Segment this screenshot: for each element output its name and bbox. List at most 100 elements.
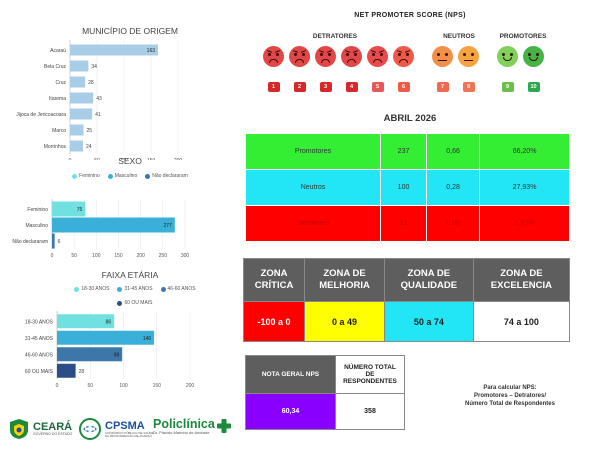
- legend-swatch: [107, 173, 113, 179]
- zones-table: ZONA CRÍTICA ZONA DE MELHORIA ZONA DE QUALIDA…: [242, 258, 571, 342]
- score-tag: 3: [319, 82, 332, 92]
- logo-ceara: CEARÁ GOVERNO DO ESTADO: [8, 418, 72, 440]
- category-label: Masculino: [25, 223, 48, 229]
- formula-line: Promotores – Detratores/: [473, 393, 547, 400]
- legend-swatch: [117, 300, 123, 306]
- bar: [52, 233, 55, 249]
- legend-sexo: Feminino Masculino Não declararam: [40, 173, 220, 179]
- x-tick-label: 150: [153, 383, 162, 389]
- group-label-detratores: DETRATORES: [312, 33, 358, 40]
- score-tag: 2: [293, 82, 306, 92]
- legend-item: 18-30 ANOS: [74, 286, 109, 292]
- x-tick-label: 0: [51, 253, 54, 259]
- legend-faixa: 18-30 ANOS 31-45 ANOS 46-60 ANOS 60 OU MAIS: [60, 286, 210, 306]
- bar: [70, 60, 89, 72]
- chart-title-municipio: MUNICÍPIO DE ORIGEM: [82, 26, 178, 36]
- zones-header-row: ZONA CRÍTICA ZONA DE MELHORIA ZONA DE QUALIDA…: [242, 258, 571, 302]
- score-value-row: 60,34 358: [245, 393, 405, 430]
- bar: [52, 217, 175, 233]
- legend-swatch: [160, 286, 166, 292]
- total-label: NÚMERO TOTAL DE RESPONDENTES: [335, 355, 405, 394]
- x-tick-label: 150: [114, 253, 123, 259]
- x-tick-label: 150: [147, 158, 156, 160]
- legend-swatch: [74, 286, 80, 292]
- score-tag: 4: [345, 82, 358, 92]
- row-ratio: 0,06: [426, 205, 481, 242]
- score-tag: 6: [397, 82, 410, 92]
- x-tick-label: 200: [186, 383, 195, 389]
- sad-face-icon: [263, 46, 284, 67]
- zone-range: 74 a 100: [472, 301, 571, 342]
- score-tag: 8: [462, 82, 475, 92]
- category-label: Acaraú: [50, 48, 66, 54]
- x-tick-label: 100: [120, 158, 129, 160]
- category-label: Não declararam: [12, 239, 48, 245]
- x-tick-label: 250: [159, 253, 168, 259]
- category-label: 60 OU MAIS: [25, 369, 54, 375]
- x-tick-label: 50: [71, 253, 77, 259]
- data-label: 98: [114, 352, 120, 358]
- nps-title: NET PROMOTER SCORE (NPS): [354, 12, 466, 19]
- score-table: NOTA GERAL NPS NÚMERO TOTAL DE RESPONDEN…: [245, 355, 405, 430]
- category-label: Marco: [52, 128, 66, 134]
- legend-label: Masculino: [114, 173, 138, 179]
- category-label: 31-45 ANOS: [25, 336, 54, 342]
- sad-face-icon: [367, 46, 388, 67]
- chart-municipio: 0 50 100 150 200 Acaraú 163 Bela Cruz 34 Cruz 28 It…: [16, 40, 182, 160]
- bar: [52, 201, 86, 217]
- row-count: 21: [379, 205, 428, 242]
- legend-item: Masculino: [107, 173, 138, 179]
- bar: [70, 92, 94, 104]
- legend-swatch: [117, 286, 123, 292]
- score-tag: 5: [371, 82, 384, 92]
- row-percent: 5,87%: [479, 205, 570, 242]
- legend-item: Não declararam: [145, 173, 188, 179]
- legend-swatch: [145, 173, 151, 179]
- data-label: 34: [91, 64, 97, 70]
- chart-title-sexo: SEXO: [118, 156, 142, 166]
- data-label: 6: [58, 239, 61, 245]
- logo-policlinica: Policlínica Dr. Plácido Marinho de Andra…: [153, 418, 231, 435]
- row-label: Detratores: [245, 205, 381, 242]
- row-label: Neutros: [245, 169, 381, 206]
- sad-face-icon: [315, 46, 336, 67]
- nps-formula: Para calcular NPS: Promotores – Detrator…: [455, 384, 565, 408]
- ceara-name: CEARÁ: [33, 420, 73, 433]
- happy-face-icon: [523, 46, 544, 67]
- bar: [70, 76, 86, 88]
- happy-face-icon: [497, 46, 518, 67]
- row-percent: 27,93%: [479, 169, 570, 206]
- bar: [70, 140, 83, 152]
- legend-label: Feminino: [79, 173, 100, 179]
- data-label: 28: [79, 369, 85, 375]
- data-label: 75: [77, 207, 83, 213]
- score-tag: 10: [527, 82, 540, 92]
- bar: [57, 347, 123, 362]
- legend-label: Não declararam: [152, 173, 188, 179]
- category-label: Feminino: [27, 207, 48, 213]
- ceara-sub: GOVERNO DO ESTADO: [33, 431, 73, 436]
- legend-item: 31-45 ANOS: [117, 286, 153, 292]
- x-tick-label: 100: [92, 253, 101, 259]
- score-tag: 1: [267, 82, 280, 92]
- x-tick-label: 300: [181, 253, 190, 259]
- table-row: Neutros 100 0,28 27,93%: [245, 169, 570, 206]
- bar: [70, 108, 93, 120]
- row-percent: 66,20%: [479, 133, 570, 170]
- nota-label: NOTA GERAL NPS: [245, 355, 336, 394]
- data-label: 25: [87, 128, 93, 134]
- zone-name: ZONA DE MELHORIA: [304, 258, 385, 302]
- total-value: 358: [335, 393, 405, 430]
- chart-title-faixa: FAIXA ETÁRIA: [101, 270, 159, 280]
- policlinica-name: Policlínica: [153, 417, 215, 431]
- sad-face-icon: [393, 46, 414, 67]
- bar: [70, 44, 159, 56]
- chart-sexo: 0 50 100 150 200 250 300 Feminino 75 Masculino 277…: [12, 199, 190, 259]
- nps-summary-table: Promotores 237 0,66 66,20% Neutros 100 0…: [245, 133, 570, 242]
- legend-item: 60 OU MAIS: [117, 300, 153, 306]
- data-label: 28: [88, 80, 94, 86]
- legend-label: 18-30 ANOS: [81, 286, 110, 292]
- zone-name: ZONA DE EXCELENCIA: [472, 258, 571, 302]
- nota-value: 60,34: [245, 393, 336, 430]
